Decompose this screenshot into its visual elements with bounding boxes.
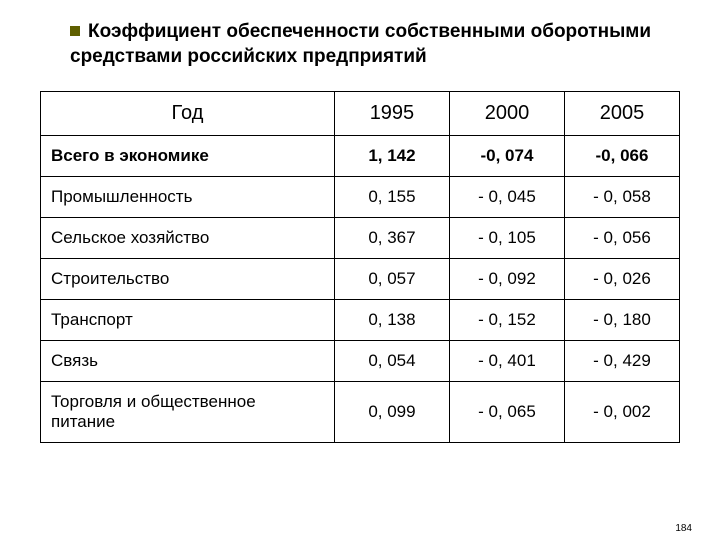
row-value: - 0, 401 [449, 341, 564, 382]
row-value: 0, 099 [334, 382, 449, 443]
table-row: Сельское хозяйство 0, 367 - 0, 105 - 0, … [41, 218, 680, 259]
slide-title: Коэффициент обеспеченности собственными … [70, 20, 680, 69]
row-label: Строительство [41, 259, 335, 300]
header-col-1: 2000 [449, 92, 564, 136]
header-col-2: 2005 [564, 92, 679, 136]
row-value: 0, 155 [334, 177, 449, 218]
row-label: Промышленность [41, 177, 335, 218]
row-value: - 0, 180 [564, 300, 679, 341]
row-value: 1, 142 [334, 136, 449, 177]
bullet-icon [70, 26, 80, 36]
row-value: -0, 066 [564, 136, 679, 177]
table-header-row: Год 1995 2000 2005 [41, 92, 680, 136]
title-line1: Коэффициент обеспеченности собственными … [88, 21, 651, 42]
row-label: Торговля и общественное питание [41, 382, 335, 443]
row-value: 0, 367 [334, 218, 449, 259]
row-value: - 0, 092 [449, 259, 564, 300]
row-label: Всего в экономике [41, 136, 335, 177]
row-value: 0, 138 [334, 300, 449, 341]
table-row: Строительство 0, 057 - 0, 092 - 0, 026 [41, 259, 680, 300]
row-value: - 0, 429 [564, 341, 679, 382]
row-label: Сельское хозяйство [41, 218, 335, 259]
table-row: Всего в экономике 1, 142 -0, 074 -0, 066 [41, 136, 680, 177]
table-row: Торговля и общественное питание 0, 099 -… [41, 382, 680, 443]
row-value: - 0, 002 [564, 382, 679, 443]
data-table: Год 1995 2000 2005 Всего в экономике 1, … [40, 91, 680, 443]
row-value: - 0, 105 [449, 218, 564, 259]
row-label: Транспорт [41, 300, 335, 341]
table-row: Транспорт 0, 138 - 0, 152 - 0, 180 [41, 300, 680, 341]
row-value: - 0, 056 [564, 218, 679, 259]
row-value: - 0, 045 [449, 177, 564, 218]
header-col-0: 1995 [334, 92, 449, 136]
row-value: - 0, 058 [564, 177, 679, 218]
row-value: 0, 054 [334, 341, 449, 382]
row-value: -0, 074 [449, 136, 564, 177]
row-value: - 0, 152 [449, 300, 564, 341]
row-label: Связь [41, 341, 335, 382]
table-row: Промышленность 0, 155 - 0, 045 - 0, 058 [41, 177, 680, 218]
row-value: 0, 057 [334, 259, 449, 300]
table-row: Связь 0, 054 - 0, 401 - 0, 429 [41, 341, 680, 382]
title-line2: средствами российских предприятий [70, 46, 427, 67]
header-label: Год [41, 92, 335, 136]
slide-title-block: Коэффициент обеспеченности собственными … [40, 20, 680, 69]
row-value: - 0, 026 [564, 259, 679, 300]
row-value: - 0, 065 [449, 382, 564, 443]
page-number: 184 [675, 523, 692, 534]
